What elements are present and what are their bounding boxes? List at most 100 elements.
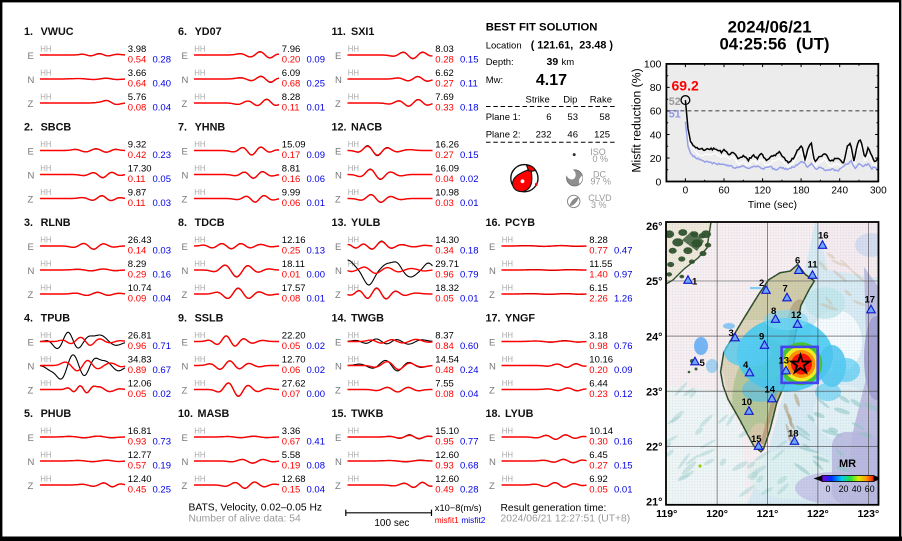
svg-text:0.54: 0.54 <box>128 55 147 66</box>
svg-text:7.69: 7.69 <box>435 92 454 103</box>
svg-text:E: E <box>182 337 188 348</box>
svg-text:15: 15 <box>751 434 762 445</box>
svg-text:0.29: 0.29 <box>128 270 147 281</box>
svg-text:12.60: 12.60 <box>435 450 459 461</box>
svg-text:0.11: 0.11 <box>128 174 146 185</box>
svg-text:0.01: 0.01 <box>460 198 479 209</box>
svg-text:0.03: 0.03 <box>153 246 172 257</box>
svg-text:0.08: 0.08 <box>435 389 454 400</box>
svg-text:Number of alive data: 54: Number of alive data: 54 <box>189 514 301 525</box>
svg-text:HH: HH <box>194 379 205 388</box>
svg-text:2024/06/21: 2024/06/21 <box>728 18 812 37</box>
svg-text:0.01: 0.01 <box>307 103 326 114</box>
svg-text:5.: 5. <box>24 408 33 420</box>
svg-text:0.01: 0.01 <box>282 270 301 281</box>
svg-text:15.09: 15.09 <box>282 140 306 151</box>
svg-text:0.33: 0.33 <box>435 103 454 114</box>
svg-text:( 121.61, 23.48 ): ( 121.61, 23.48 ) <box>531 40 614 52</box>
svg-text:16.09: 16.09 <box>435 164 459 175</box>
svg-text:2.26: 2.26 <box>589 294 608 305</box>
svg-text:E: E <box>182 242 188 253</box>
svg-text:YD07: YD07 <box>195 26 222 38</box>
svg-text:0.09: 0.09 <box>307 150 326 161</box>
svg-text:0.05: 0.05 <box>128 389 147 400</box>
svg-text:9.32: 9.32 <box>128 140 147 151</box>
svg-text:04:25:56 (UT): 04:25:56 (UT) <box>719 34 829 53</box>
svg-text:0.27: 0.27 <box>589 461 608 472</box>
svg-text:0.08: 0.08 <box>128 103 147 114</box>
svg-text:0.01: 0.01 <box>307 198 326 209</box>
svg-text:E: E <box>182 51 188 62</box>
svg-text:22.20: 22.20 <box>282 331 306 342</box>
svg-text:18.: 18. <box>486 408 501 420</box>
svg-text:HH: HH <box>40 284 51 293</box>
svg-text:3.: 3. <box>24 217 33 229</box>
svg-text:120: 120 <box>754 185 771 196</box>
svg-text:4.17: 4.17 <box>536 72 567 89</box>
svg-text:17.: 17. <box>486 313 501 325</box>
svg-text:0.20: 0.20 <box>589 365 608 376</box>
svg-text:12.06: 12.06 <box>128 379 152 390</box>
svg-text:TPUB: TPUB <box>41 313 71 325</box>
svg-text:58: 58 <box>599 112 610 123</box>
svg-text:HH: HH <box>348 284 359 293</box>
svg-text:HH: HH <box>348 164 359 173</box>
svg-text:1.26: 1.26 <box>614 294 633 305</box>
svg-text:TDCB: TDCB <box>195 217 225 229</box>
svg-text:18: 18 <box>788 429 799 440</box>
svg-text:HH: HH <box>40 475 51 484</box>
svg-text:HH: HH <box>348 427 359 436</box>
svg-text:0.01: 0.01 <box>460 294 479 305</box>
svg-text:0: 0 <box>683 185 689 196</box>
svg-text:0.45: 0.45 <box>128 485 147 496</box>
svg-text:0.04: 0.04 <box>153 294 172 305</box>
svg-text:0.04: 0.04 <box>460 389 479 400</box>
svg-text:0.02: 0.02 <box>153 389 172 400</box>
svg-text:7: 7 <box>783 284 788 295</box>
svg-text:14.30: 14.30 <box>435 235 459 246</box>
svg-text:0.07: 0.07 <box>282 389 301 400</box>
svg-text:1.40: 1.40 <box>589 270 608 281</box>
svg-text:0.71: 0.71 <box>153 341 172 352</box>
svg-text:misfit1: misfit1 <box>435 515 459 525</box>
svg-text:HH: HH <box>194 140 205 149</box>
svg-text:E: E <box>335 433 341 444</box>
svg-text:10.16: 10.16 <box>589 355 613 366</box>
svg-text:Location: Location <box>486 41 522 52</box>
svg-text:0.15: 0.15 <box>460 150 479 161</box>
svg-text:16.: 16. <box>486 217 501 229</box>
svg-text:Z: Z <box>28 194 34 205</box>
svg-text:0.40: 0.40 <box>153 79 172 90</box>
svg-text:N: N <box>28 170 35 181</box>
svg-text:0.04: 0.04 <box>153 103 172 114</box>
svg-text:122°: 122° <box>807 508 829 520</box>
svg-text:0.96: 0.96 <box>435 270 454 281</box>
svg-text:3.66: 3.66 <box>128 68 147 79</box>
svg-text:Misfit reduction (%): Misfit reduction (%) <box>630 68 644 172</box>
svg-text:HH: HH <box>502 427 513 436</box>
svg-text:0.11: 0.11 <box>282 103 300 114</box>
svg-text:8.81: 8.81 <box>282 164 301 175</box>
svg-text:BATS, Velocity, 0.02–0.05 Hz: BATS, Velocity, 0.02–0.05 Hz <box>189 503 323 514</box>
svg-text:Z: Z <box>335 290 341 301</box>
svg-text:0.06: 0.06 <box>282 365 301 376</box>
svg-text:232: 232 <box>536 129 552 140</box>
svg-text:0.09: 0.09 <box>128 294 147 305</box>
svg-text:0.42: 0.42 <box>128 150 147 161</box>
svg-text:0.12: 0.12 <box>614 389 633 400</box>
svg-text:HH: HH <box>40 45 51 54</box>
svg-text:YNGF: YNGF <box>505 313 535 325</box>
svg-text:Z: Z <box>28 481 34 492</box>
svg-text:Z: Z <box>335 99 341 110</box>
svg-text:HH: HH <box>194 164 205 173</box>
svg-text:E: E <box>335 51 341 62</box>
svg-text:17: 17 <box>865 295 876 306</box>
svg-text:12.77: 12.77 <box>128 450 152 461</box>
svg-text:Plane 2:: Plane 2: <box>486 129 521 140</box>
svg-text:0.28: 0.28 <box>435 55 454 66</box>
svg-text:8.28: 8.28 <box>589 235 608 246</box>
svg-text:0.23: 0.23 <box>153 150 172 161</box>
svg-text:CLVD: CLVD <box>588 193 612 203</box>
svg-text:E: E <box>335 337 341 348</box>
svg-text:23°: 23° <box>646 386 662 398</box>
